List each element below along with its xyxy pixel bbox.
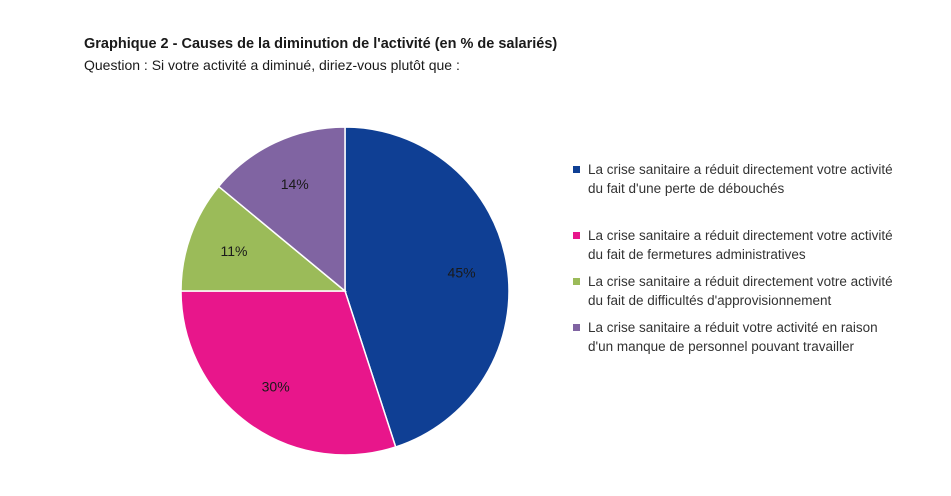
legend-item-manque-personnel: La crise sanitaire a réduit votre activi… bbox=[572, 318, 902, 356]
legend-swatch-green bbox=[573, 278, 580, 285]
legend-item-approvisionnement: La crise sanitaire a réduit directement … bbox=[572, 272, 902, 310]
chart-legend: La crise sanitaire a réduit directement … bbox=[572, 160, 902, 356]
pie-slice-approvisionnement bbox=[180, 185, 348, 292]
pie-data-label: 30% bbox=[262, 378, 290, 394]
pie-data-label: 45% bbox=[448, 265, 476, 281]
legend-item-pertes-debouches: La crise sanitaire a réduit directement … bbox=[572, 160, 902, 198]
pie-data-label: 14% bbox=[281, 176, 309, 192]
chart-question: Question : Si votre activité a diminué, … bbox=[84, 57, 460, 73]
legend-label: La crise sanitaire a réduit directement … bbox=[588, 228, 893, 262]
legend-swatch-pink bbox=[573, 232, 580, 239]
legend-swatch-purple bbox=[573, 324, 580, 331]
legend-swatch-blue bbox=[573, 166, 580, 173]
chart-title: Graphique 2 - Causes de la diminution de… bbox=[84, 36, 558, 52]
pie-data-label: 11% bbox=[220, 243, 247, 259]
legend-label: La crise sanitaire a réduit votre activi… bbox=[588, 320, 878, 354]
legend-label: La crise sanitaire a réduit directement … bbox=[588, 274, 893, 308]
pie-slice-pertes-debouches bbox=[344, 126, 510, 448]
pie-slice-fermetures bbox=[180, 290, 397, 456]
legend-label: La crise sanitaire a réduit directement … bbox=[588, 162, 893, 196]
legend-item-fermetures: La crise sanitaire a réduit directement … bbox=[572, 226, 902, 264]
pie-slice-manque-personnel bbox=[217, 126, 346, 293]
